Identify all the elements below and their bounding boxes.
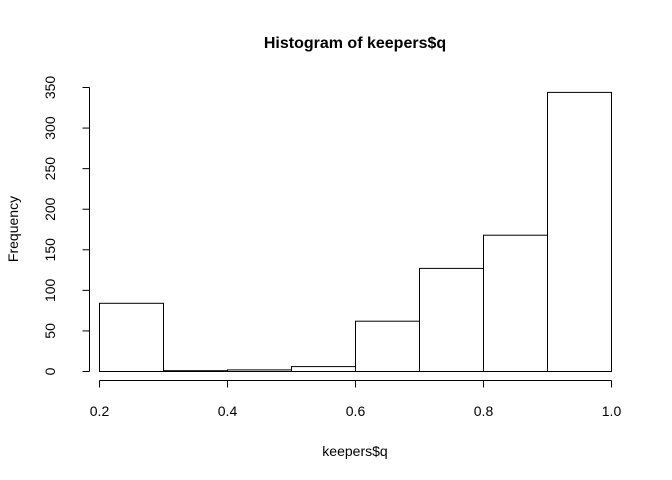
chart-title: Histogram of keepers$q bbox=[264, 35, 446, 52]
y-tick-label: 250 bbox=[42, 157, 58, 181]
x-axis-label: keepers$q bbox=[322, 443, 387, 459]
bars-group bbox=[99, 91, 612, 373]
histogram-bar bbox=[483, 234, 548, 372]
histogram-bar bbox=[163, 370, 228, 373]
y-axis: 0 50 100 150 200 250 300 350 bbox=[42, 76, 90, 375]
histogram-bar bbox=[547, 91, 612, 373]
y-tick-label: 200 bbox=[42, 197, 58, 221]
x-tick-label: 1.0 bbox=[602, 403, 622, 419]
y-axis-label: Frequency bbox=[5, 196, 21, 262]
y-tick-label: 350 bbox=[42, 76, 58, 100]
histogram-bar bbox=[291, 366, 356, 373]
y-tick-label: 150 bbox=[42, 238, 58, 262]
y-tick-label: 300 bbox=[42, 116, 58, 140]
histogram-bar bbox=[99, 302, 164, 372]
y-tick-label: 100 bbox=[42, 278, 58, 302]
y-tick-label: 0 bbox=[42, 367, 58, 375]
x-tick-label: 0.8 bbox=[474, 403, 494, 419]
x-tick-label: 0.4 bbox=[218, 403, 238, 419]
x-tick-label: 0.2 bbox=[90, 403, 110, 419]
histogram-bar bbox=[419, 267, 484, 372]
y-tick-label: 50 bbox=[42, 323, 58, 339]
histogram-bar bbox=[355, 320, 420, 373]
x-axis: 0.2 0.4 0.6 0.8 1.0 bbox=[90, 380, 622, 419]
histogram-bar bbox=[227, 369, 292, 372]
x-tick-label: 0.6 bbox=[346, 403, 366, 419]
